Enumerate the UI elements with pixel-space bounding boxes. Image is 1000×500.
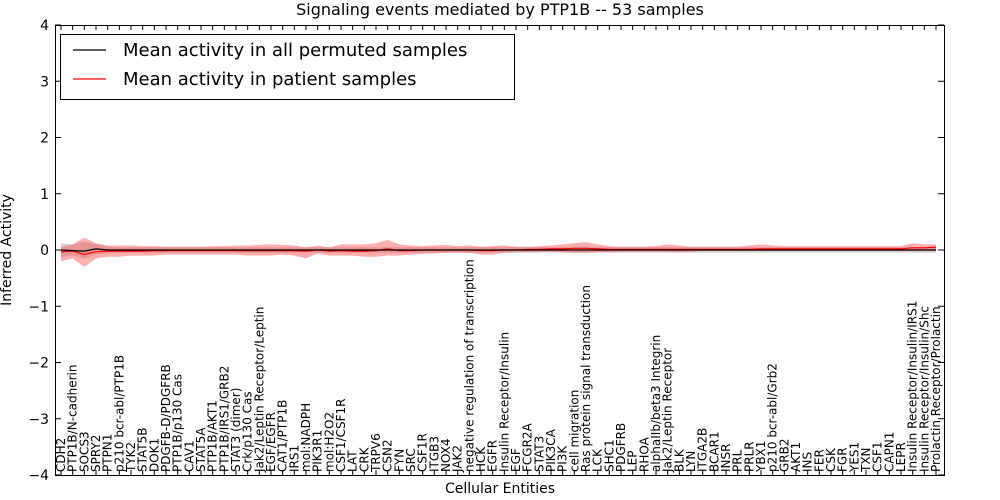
x-tick-label: p210 bcr-abl/PTP1B: [112, 355, 126, 472]
x-tick-label: CSK: [824, 447, 838, 472]
x-tick-label: PDGFRB: [614, 423, 628, 472]
x-axis: CDH2PTP1B/N-cadherinSOCS3SPRY2PTPN1p210 …: [54, 25, 943, 475]
x-axis-label: Cellular Entities: [445, 481, 555, 497]
x-tick-label: SPRY2: [89, 435, 103, 472]
y-tick-label: −4: [28, 468, 49, 484]
y-tick-label: 3: [40, 74, 49, 90]
x-tick-label: EGF: [509, 448, 523, 472]
y-tick-label: 0: [40, 243, 49, 259]
x-tick-label: negative regulation of transcription: [462, 259, 476, 472]
x-tick-label: PDGFB-D/PDGFRB: [159, 364, 173, 472]
x-tick-label: EGFR: [486, 440, 500, 472]
x-tick-label: CAPN1: [882, 432, 896, 472]
x-tick-label: DOK1: [147, 438, 161, 472]
x-tick-label: SHC1: [602, 439, 616, 472]
x-tick-label: Insulin Receptor/Insulin: [497, 332, 511, 472]
chart-title: Signaling events mediated by PTP1B -- 53…: [296, 0, 704, 19]
y-axis: −4 −3 −2 −1 0 1 2 3 4: [28, 18, 944, 484]
x-tick-label: SRC: [404, 448, 418, 472]
x-tick-label: PTPN1: [101, 434, 115, 472]
x-tick-label: TYK2: [124, 442, 138, 473]
x-tick-label: INSR: [719, 444, 733, 472]
x-tick-label: FCGR2A: [521, 422, 535, 472]
x-tick-label: PI3K: [556, 445, 570, 472]
x-tick-label: PTP1B/AKT1: [206, 400, 220, 472]
x-tick-label: EGF/EGFR: [264, 412, 278, 472]
x-tick-label: JAK2: [451, 445, 465, 473]
x-tick-label: SOCS3: [77, 431, 91, 472]
x-tick-label: FYN: [392, 449, 406, 472]
x-tick-label: PIK3CA: [544, 428, 558, 472]
x-tick-label: TXN: [859, 447, 873, 473]
x-tick-label: Ras protein signal transduction: [579, 285, 593, 472]
x-tick-label: alphaIIb/beta3 Integrin: [649, 335, 663, 472]
y-axis-label: Inferred Activity: [0, 194, 15, 306]
x-tick-label: YBX1: [754, 441, 768, 473]
x-tick-label: CSF1: [871, 441, 885, 472]
x-tick-label: STAT5A: [194, 427, 208, 472]
x-tick-label: STAT3: [532, 436, 546, 472]
x-tick-label: HCK: [474, 446, 488, 472]
y-tick-label: −3: [28, 412, 49, 428]
x-tick-label: TRPV6: [369, 433, 383, 473]
x-tick-label: CAV1: [182, 440, 196, 472]
y-tick-label: −1: [28, 299, 49, 315]
legend-box: [60, 34, 515, 100]
x-tick-label: CSF1R: [416, 433, 430, 472]
x-tick-label: CRK: [357, 446, 371, 472]
x-tick-label: RHOA: [637, 436, 651, 472]
x-tick-label: PIK3R1: [311, 430, 325, 472]
x-tick-label: YES1: [847, 442, 861, 473]
x-tick-label: CAT1/PTP1B: [276, 400, 290, 472]
x-tick-label: FER: [812, 449, 826, 472]
x-tick-label: Crk/p130 Cas: [241, 391, 255, 472]
x-tick-label: mol:NADPH: [299, 403, 313, 472]
x-tick-label: INS: [801, 452, 815, 472]
x-tick-label: STAT5B: [136, 428, 150, 473]
x-tick-label: BLK: [672, 448, 686, 472]
x-tick-label: GRB2: [777, 438, 791, 472]
y-tick-label: −2: [28, 356, 49, 372]
x-tick-label: FGR: [836, 447, 850, 472]
legend: Mean activity in all permuted samples Me…: [60, 34, 515, 100]
band-patient: [61, 237, 936, 267]
x-tick-label: AKT1: [789, 442, 803, 472]
x-tick-label: IRS1: [287, 445, 301, 472]
x-tick-label: ITGB3: [427, 436, 441, 472]
x-tick-label: LYN: [684, 451, 698, 472]
x-tick-label: LCK: [591, 448, 605, 472]
line-permuted: [60, 248, 936, 252]
x-tick-label: Insulin Receptor/Insulin/Shc: [917, 306, 931, 472]
x-tick-label: PTP1B/IRS1/GRB2: [217, 366, 231, 472]
x-tick-label: PRL: [731, 449, 745, 472]
x-tick-label: ITGA2B: [696, 428, 710, 472]
x-tick-label: Jak2/Leptin Receptor: [661, 348, 675, 473]
x-tick-label: mol:H2O2: [322, 412, 336, 472]
x-tick-label: p210 bcr-abl/Grb2: [766, 363, 780, 472]
x-tick-label: LAT: [346, 450, 360, 472]
x-tick-label: LEP: [626, 450, 640, 472]
legend-label-permuted: Mean activity in all permuted samples: [123, 40, 467, 61]
x-tick-label: BCAR1: [707, 431, 721, 472]
x-tick-label: CSN2: [381, 439, 395, 472]
x-tick-label: PTP1B/p130 Cas: [171, 374, 185, 472]
x-tick-label: cell migration: [567, 390, 581, 472]
x-tick-label: CDH2: [54, 438, 68, 472]
x-tick-label: PRLR: [742, 441, 756, 472]
x-tick-label: PTP1B/N-cadherin: [66, 365, 80, 472]
y-tick-label: 4: [40, 18, 49, 34]
x-tick-label: Prolactin Receptor/Prolactin: [929, 306, 943, 472]
x-tick-label: Insulin Receptor/Insulin/IRS1: [906, 301, 920, 472]
y-tick-label: 2: [40, 131, 49, 147]
x-tick-label: NOX4: [439, 438, 453, 472]
series-lines: [60, 246, 937, 256]
plot-frame: [55, 25, 945, 476]
x-tick-label: CSF1/CSF1R: [334, 399, 348, 472]
y-tick-label: 1: [40, 187, 49, 203]
x-tick-label: STAT3 (dimer): [229, 388, 243, 472]
x-tick-label: Jak2/Leptin Receptor/Leptin: [252, 307, 266, 473]
x-tick-label: LEPR: [894, 442, 908, 472]
legend-label-patient: Mean activity in patient samples: [123, 69, 417, 90]
